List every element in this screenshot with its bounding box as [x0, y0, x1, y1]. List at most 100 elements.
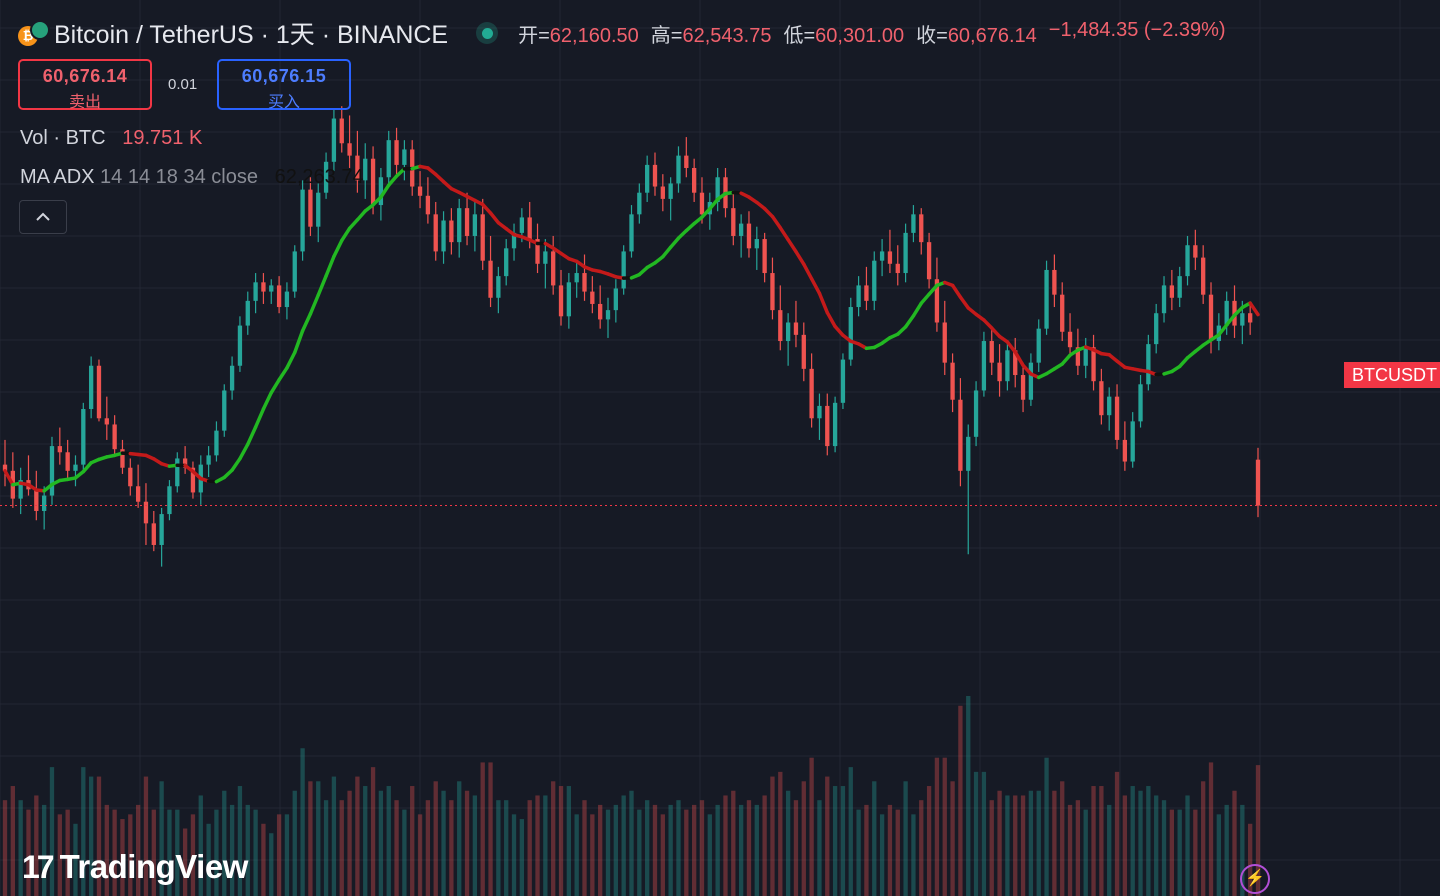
- volume-bar: [919, 800, 924, 896]
- volume-bar: [817, 800, 822, 896]
- candle-body: [159, 514, 164, 545]
- volume-bar: [339, 800, 344, 896]
- ma-segment: [285, 350, 297, 370]
- volume-bar: [1060, 781, 1065, 896]
- volume-bar: [613, 804, 618, 896]
- ma-segment: [379, 183, 391, 199]
- volume-bar: [143, 776, 149, 896]
- candle-body: [1060, 294, 1065, 332]
- candle-body: [793, 322, 799, 335]
- candle-body: [1185, 245, 1190, 277]
- candle-body: [809, 368, 814, 419]
- volume-bar: [770, 776, 775, 896]
- volume-bar: [26, 809, 31, 896]
- candle-body: [308, 189, 313, 227]
- candle-body: [997, 362, 1002, 382]
- volume-bar: [1224, 804, 1229, 896]
- volume-bar: [903, 781, 908, 896]
- volume-bar: [1185, 795, 1190, 896]
- candle-body: [840, 359, 846, 403]
- candle-body: [973, 390, 979, 437]
- volume-bars: [2, 696, 1261, 896]
- volume-bar: [237, 786, 243, 896]
- ma-segment: [825, 310, 837, 329]
- open-value: 62,160.50: [549, 24, 639, 47]
- volume-bar: [1013, 795, 1018, 896]
- volume-bar: [825, 776, 830, 896]
- volume-bar: [269, 833, 274, 896]
- candle-body: [966, 436, 971, 471]
- candle-body: [261, 282, 266, 292]
- candle-body: [668, 183, 673, 199]
- candle-body: [660, 186, 665, 199]
- ma-adx-indicator-legend[interactable]: MA ADX 14 14 18 34 close 62,263.74: [20, 166, 364, 189]
- volume-bar: [81, 767, 86, 896]
- volume-bar: [18, 800, 23, 896]
- candle-body: [135, 486, 141, 502]
- volume-bar: [566, 786, 572, 896]
- candle-body: [73, 464, 78, 471]
- ma-segment: [911, 301, 924, 318]
- candle-body: [1208, 294, 1214, 342]
- volume-bar: [707, 814, 712, 896]
- buy-button[interactable]: 60,676.15 买入: [217, 59, 351, 111]
- candle-body: [895, 263, 900, 274]
- volume-bar: [1067, 804, 1073, 896]
- volume-bar: [793, 800, 799, 896]
- volume-bar: [1201, 781, 1206, 896]
- candle-body: [347, 143, 352, 156]
- candle-body: [754, 239, 759, 249]
- volume-bar: [214, 809, 219, 896]
- candle-body: [691, 167, 697, 193]
- volume-bar: [629, 790, 634, 896]
- ma-segment: [770, 214, 783, 230]
- volume-bar: [1208, 762, 1214, 896]
- ma-segment: [332, 238, 344, 259]
- candle-body: [472, 214, 478, 236]
- volume-bar: [848, 767, 853, 896]
- volume-bar: [1052, 790, 1057, 896]
- market-open-icon: [476, 22, 499, 44]
- symbol-title[interactable]: Bitcoin / TetherUS · 1天 · BINANCE: [54, 21, 449, 49]
- ma-segment: [347, 218, 360, 231]
- ma-segment: [1021, 363, 1033, 376]
- candle-body: [300, 189, 305, 252]
- close-label: 收=: [916, 24, 948, 47]
- volume-bar: [190, 814, 196, 896]
- volume-bar: [464, 790, 470, 896]
- candle-body: [1122, 439, 1128, 462]
- candle-body: [856, 285, 861, 308]
- tradingview-logo[interactable]: 17 TradingView: [22, 848, 248, 886]
- ma-segment: [191, 469, 203, 481]
- ma-segment: [394, 167, 407, 178]
- collapse-legend-button[interactable]: [19, 200, 67, 234]
- volume-bar: [832, 786, 838, 896]
- candlesticks: [2, 106, 1261, 567]
- candle-body: [989, 341, 994, 363]
- volume-bar: [895, 809, 900, 896]
- candle-body: [269, 285, 274, 292]
- sell-button[interactable]: 60,676.14 卖出: [18, 59, 152, 111]
- volume-bar: [911, 814, 916, 896]
- volume-bar: [934, 757, 940, 896]
- candle-body: [574, 273, 579, 283]
- candle-body: [339, 118, 344, 144]
- volume-bar: [65, 809, 70, 896]
- volume-bar: [746, 800, 752, 896]
- candle-body: [190, 467, 196, 493]
- candle-body: [1107, 396, 1112, 416]
- candle-body: [934, 279, 940, 323]
- ma-segment: [355, 209, 367, 222]
- candle-body: [551, 251, 556, 286]
- candle-body: [981, 341, 987, 391]
- ma-segment: [982, 318, 994, 330]
- volume-indicator-legend[interactable]: Vol · BTC 19.751 K: [20, 127, 202, 150]
- volume-bar: [637, 809, 642, 896]
- volume-bar: [731, 790, 736, 896]
- volume-bar: [96, 776, 102, 896]
- candle-body: [496, 276, 501, 298]
- candle-body: [817, 405, 822, 419]
- candle-body: [1083, 347, 1088, 366]
- lightning-icon[interactable]: ⚡: [1240, 864, 1270, 894]
